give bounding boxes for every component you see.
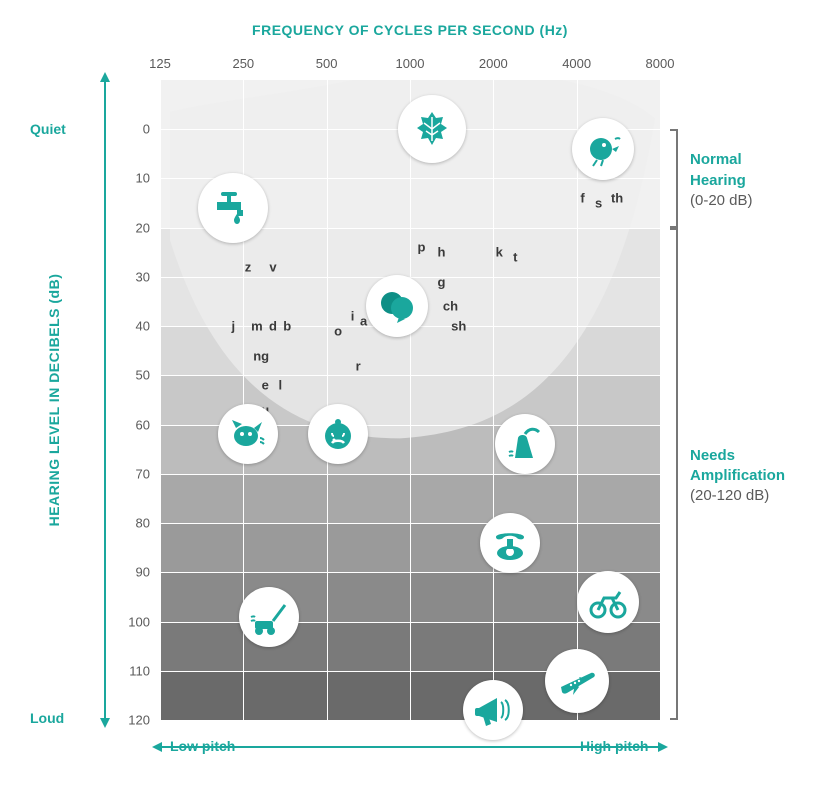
y-end-label-bottom: Loud (30, 710, 64, 726)
phoneme-letter: m (251, 319, 263, 334)
phoneme-letter: k (496, 245, 503, 260)
y-tick-label: 120 (110, 713, 150, 728)
faucet-icon (198, 173, 268, 243)
x-end-label-right: High pitch (580, 738, 648, 754)
x-tick-label: 125 (149, 56, 171, 71)
gridline-horizontal (160, 474, 660, 475)
phoneme-letter: v (269, 260, 276, 275)
x-tick-label: 2000 (479, 56, 508, 71)
x-end-label-left: Low pitch (170, 738, 235, 754)
phoneme-letter: th (611, 191, 623, 206)
phoneme-letter: l (278, 378, 282, 393)
megaphone-icon (463, 680, 523, 740)
phoneme-letter: g (438, 274, 446, 289)
phoneme-letter: b (283, 319, 291, 334)
gridline-vertical (327, 80, 328, 720)
phoneme-letter: z (245, 260, 252, 275)
range-bracket (670, 228, 678, 720)
y-tick-label: 40 (110, 319, 150, 334)
phoneme-letter: sh (451, 319, 466, 334)
y-end-label-top: Quiet (30, 121, 66, 137)
gridline-horizontal (160, 523, 660, 524)
gridline-vertical (577, 80, 578, 720)
gridline-vertical (410, 80, 411, 720)
gridline-vertical (493, 80, 494, 720)
dog-icon (218, 404, 278, 464)
x-tick-label: 250 (232, 56, 254, 71)
gridline-vertical (660, 80, 661, 720)
gridline-horizontal (160, 572, 660, 573)
phoneme-letter: d (269, 319, 277, 334)
gridline-horizontal (160, 375, 660, 376)
bird-icon (572, 118, 634, 180)
lawnmower-icon (239, 587, 299, 647)
y-tick-label: 90 (110, 565, 150, 580)
phone-icon (480, 513, 540, 573)
speech-icon (366, 275, 428, 337)
y-tick-label: 110 (110, 663, 150, 678)
y-tick-label: 70 (110, 466, 150, 481)
y-tick-label: 60 (110, 417, 150, 432)
phoneme-letter: ng (253, 348, 269, 363)
phoneme-letter: j (231, 319, 235, 334)
range-bracket (670, 129, 678, 227)
baby-icon (308, 404, 368, 464)
y-tick-label: 100 (110, 614, 150, 629)
y-tick-label: 20 (110, 220, 150, 235)
phoneme-letter: e (262, 378, 269, 393)
leaf-icon (398, 95, 466, 163)
y-tick-label: 80 (110, 516, 150, 531)
phoneme-letter: f (580, 191, 584, 206)
x-tick-label: 500 (316, 56, 338, 71)
phoneme-letter: t (513, 250, 517, 265)
y-tick-label: 10 (110, 171, 150, 186)
x-axis-title: FREQUENCY OF CYCLES PER SECOND (Hz) (160, 22, 660, 38)
range-label: NormalHearing(0-20 dB) (690, 150, 753, 211)
phoneme-letter: a (360, 314, 367, 329)
y-tick-label: 30 (110, 269, 150, 284)
phoneme-letter: ch (443, 299, 458, 314)
phoneme-letter: s (595, 196, 602, 211)
phoneme-letter: r (356, 358, 361, 373)
range-label: NeedsAmplification(20-120 dB) (690, 446, 785, 507)
audiogram-chart: FREQUENCY OF CYCLES PER SECOND (Hz) HEAR… (0, 0, 840, 786)
gridline-vertical (160, 80, 161, 720)
airplane-icon (545, 649, 609, 713)
motorcycle-icon (577, 571, 639, 633)
phoneme-letter: o (334, 324, 342, 339)
phoneme-letter: h (438, 245, 446, 260)
y-axis-arrow (104, 80, 106, 720)
x-tick-label: 1000 (396, 56, 425, 71)
phoneme-letter: p (417, 240, 425, 255)
vacuum-icon (495, 414, 555, 474)
gridline-horizontal (160, 720, 660, 721)
y-axis-title: HEARING LEVEL IN DECIBELS (dB) (46, 80, 64, 720)
x-tick-label: 4000 (562, 56, 591, 71)
phoneme-letter: i (351, 309, 355, 324)
x-tick-label: 8000 (646, 56, 675, 71)
plot-area: 1252505001000200040008000010203040506070… (160, 80, 660, 720)
y-tick-label: 50 (110, 368, 150, 383)
y-tick-label: 0 (110, 122, 150, 137)
